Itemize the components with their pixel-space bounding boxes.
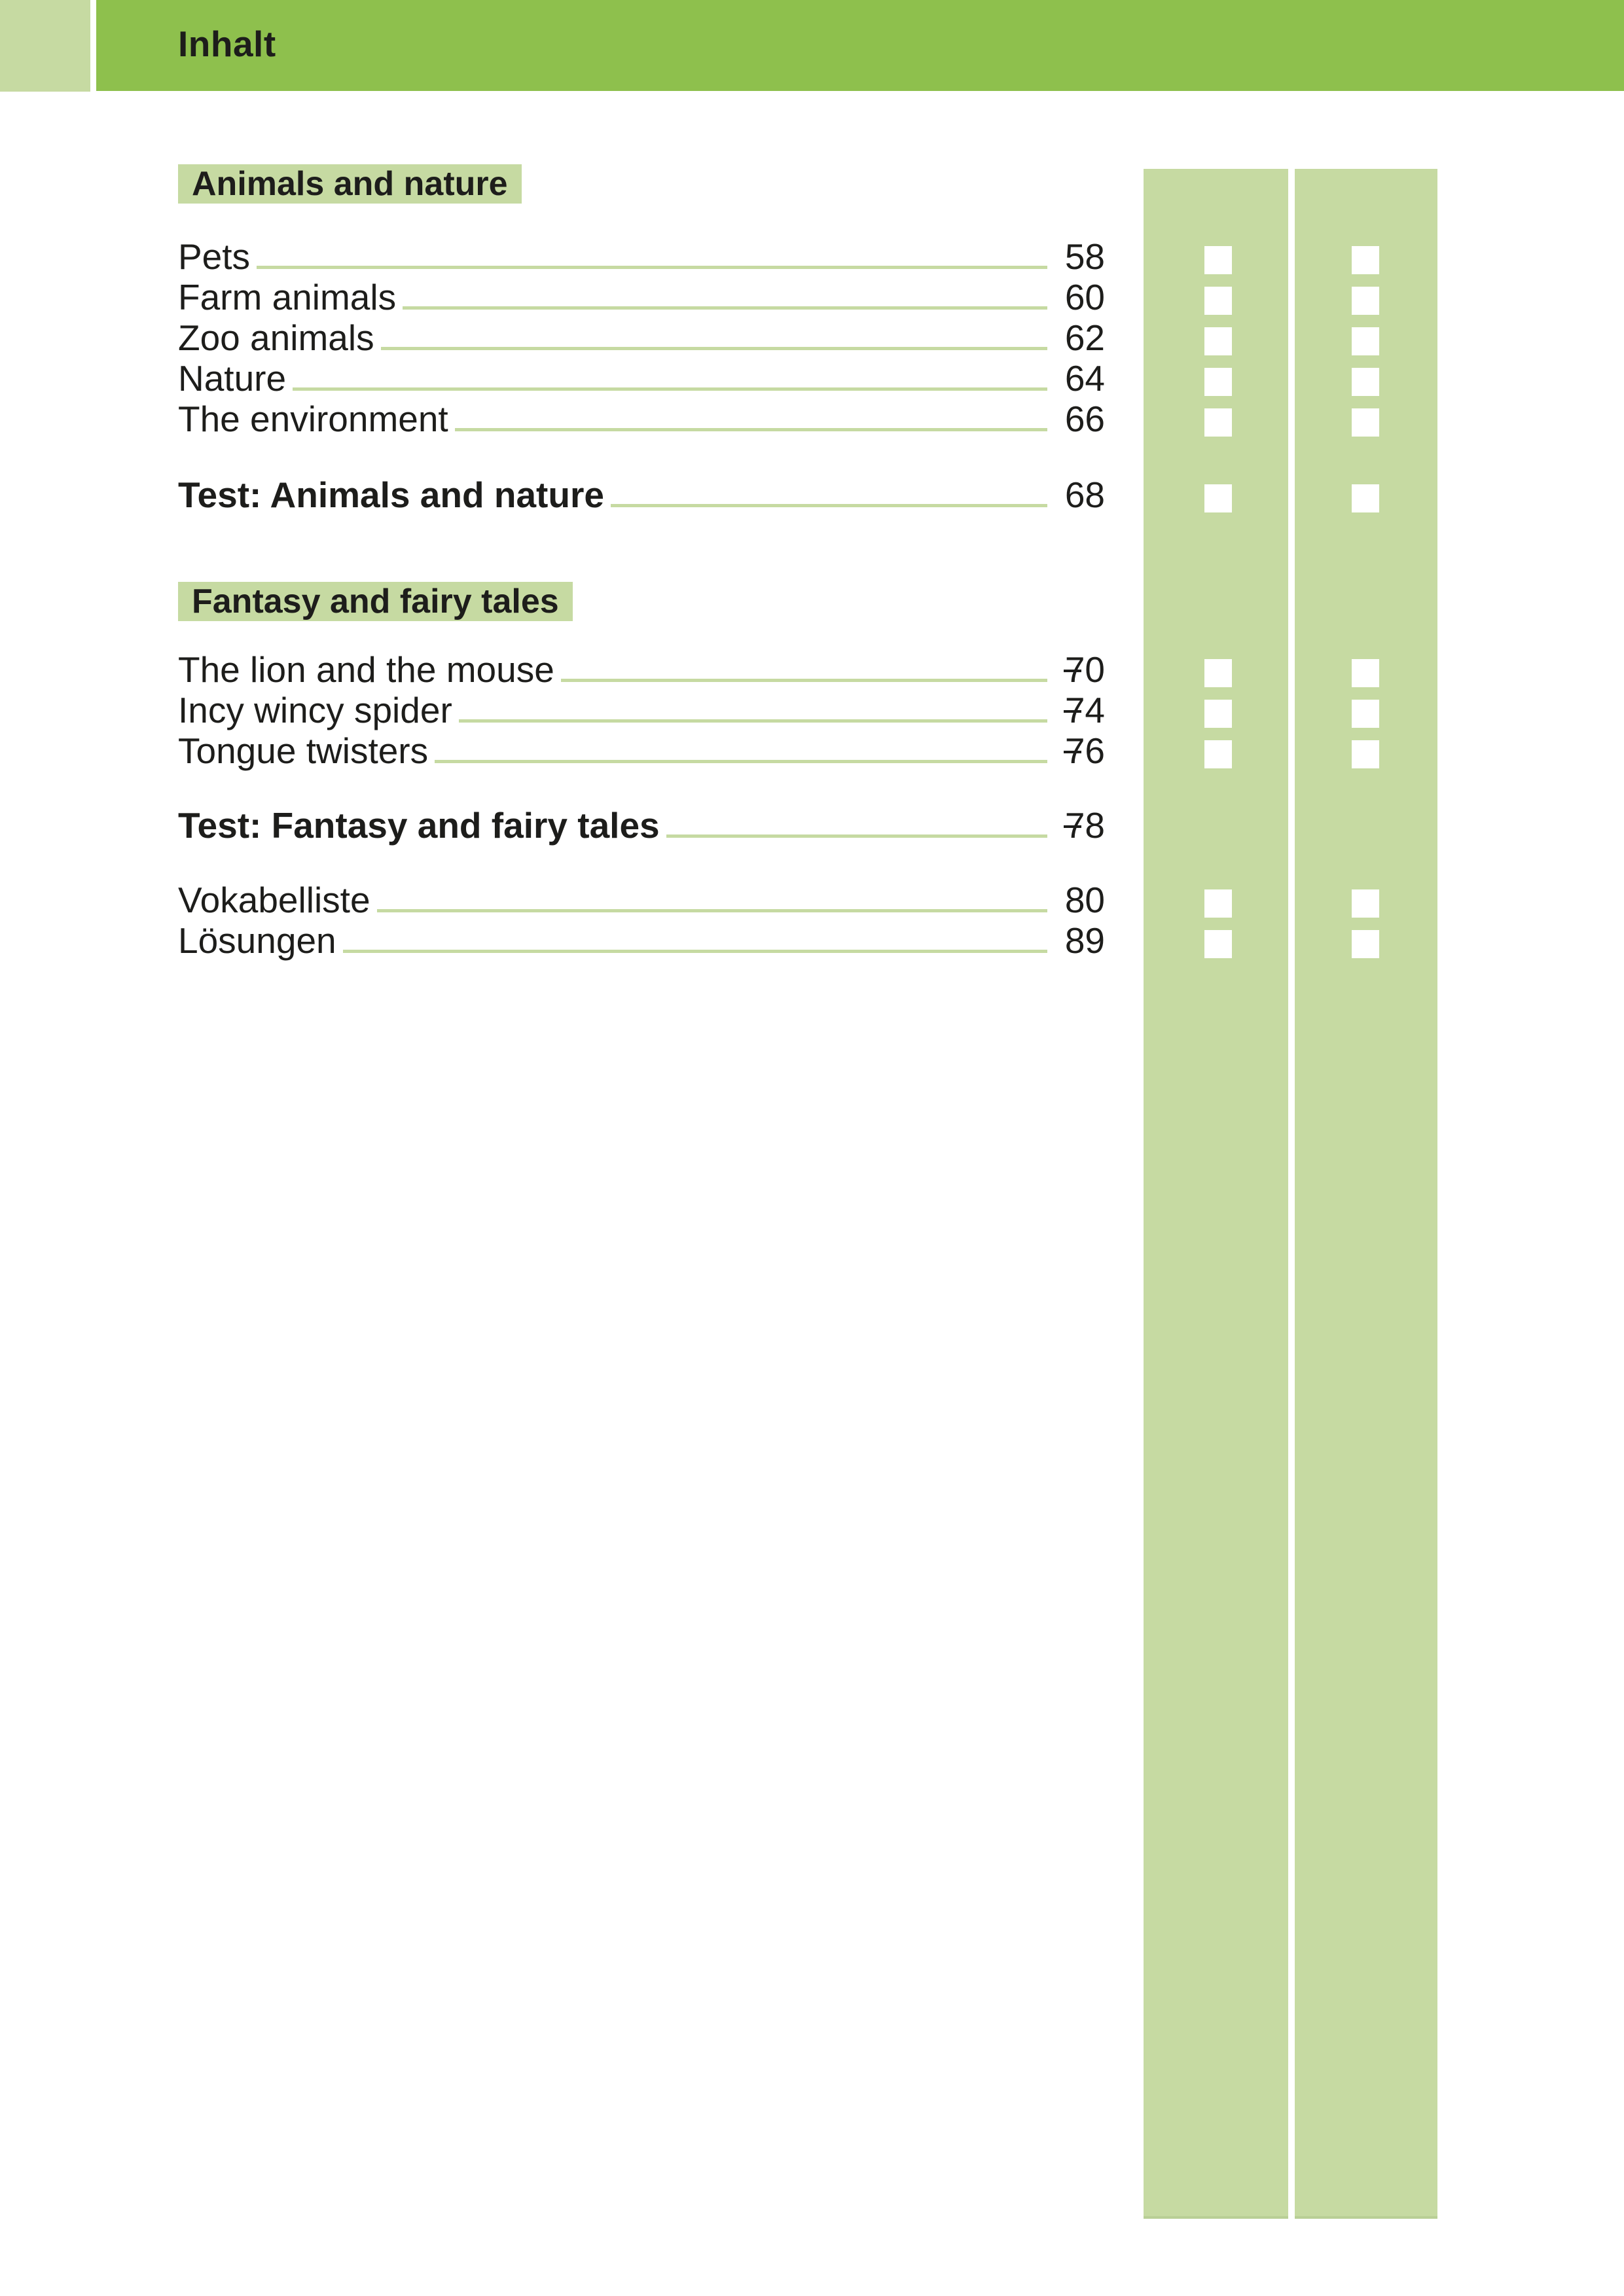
leader-line [376,909,1047,912]
checkbox [1204,327,1232,355]
header-bar: Inhalt [96,0,1624,91]
leader-line [458,719,1047,723]
page-number: 70 [1063,649,1105,690]
section-heading-animals-and-nature: Animals and nature [178,164,522,204]
toc-entry: Pets 58 [178,236,1379,277]
leader-line [435,760,1047,763]
toc-entry: Incy wincy spider 74 [178,690,1379,730]
checkbox [1352,246,1379,274]
entry-title: Farm animals [178,277,397,317]
page-number: 74 [1063,690,1105,730]
checkbox [1204,930,1232,958]
toc-entry: The lion and the mouse 70 [178,649,1379,690]
entry-title: The environment [178,399,448,439]
leader-line [403,306,1047,310]
entry-title: Test: Animals and nature [178,475,604,515]
leader-line [454,428,1047,431]
entry-title: The lion and the mouse [178,649,554,690]
crossed-seven-digit: 7 [1063,805,1085,846]
checkbox [1204,740,1232,768]
checkbox [1352,740,1379,768]
page-title: Inhalt [178,24,276,64]
entry-title: Tongue twisters [178,730,429,771]
toc-entry: Tongue twisters 76 [178,730,1379,771]
page-number: 66 [1064,399,1105,439]
entry-title: Incy wincy spider [178,690,452,730]
entry-title: Vokabelliste [178,880,370,920]
toc-entry: Zoo animals 62 [178,317,1379,358]
entry-title: Zoo animals [178,317,374,358]
toc-entry: Nature 64 [178,358,1379,399]
page-number: 64 [1064,358,1105,399]
checkbox [1204,368,1232,396]
leader-line [257,266,1047,269]
checkbox [1352,287,1379,315]
page-number: 89 [1064,920,1105,961]
toc-entry: Lösungen 89 [178,920,1379,961]
crossed-seven-digit: 7 [1063,730,1085,771]
checkbox [1204,408,1232,437]
crossed-seven-digit: 7 [1063,690,1085,730]
page-number: 68 [1064,475,1105,515]
toc-entry: Farm animals 60 [178,277,1379,317]
leader-line [342,950,1047,953]
entry-title: Pets [178,236,251,277]
checkbox [1352,930,1379,958]
leader-line [610,504,1047,507]
leader-line [293,387,1047,391]
entry-title: Nature [178,358,287,399]
leader-line [666,834,1047,838]
toc-entry-test: Test: Fantasy and fairy tales 78 [178,805,1105,846]
checkbox-column-left [1144,169,1288,2219]
checkbox [1352,889,1379,918]
page-number: 76 [1063,730,1105,771]
checkbox [1204,889,1232,918]
checkbox [1352,327,1379,355]
toc-entry-test: Test: Animals and nature 68 [178,475,1379,515]
page-number: 60 [1064,277,1105,317]
section-heading-fantasy-and-fairy-tales: Fantasy and fairy tales [178,582,573,621]
checkbox [1204,700,1232,728]
checkbox [1352,700,1379,728]
checkbox [1204,246,1232,274]
checkbox [1204,287,1232,315]
table-of-contents: Animals and nature Pets 58 Farm animals … [178,0,1379,961]
crossed-seven-digit: 7 [1063,649,1085,690]
leader-line [380,347,1047,350]
entry-title: Lösungen [178,920,336,961]
checkbox-column-right [1295,169,1437,2219]
checkbox [1204,659,1232,687]
checkbox [1352,484,1379,512]
checkbox [1204,484,1232,512]
toc-entry: The environment 66 [178,399,1379,439]
checkbox [1352,659,1379,687]
toc-entry: Vokabelliste 80 [178,880,1379,920]
page-number: 80 [1064,880,1105,920]
page-number: 78 [1063,805,1105,846]
leader-line [560,679,1047,682]
page-number: 62 [1064,317,1105,358]
checkbox [1352,368,1379,396]
page-number: 58 [1064,236,1105,277]
header-accent-square [0,0,90,92]
entry-title: Test: Fantasy and fairy tales [178,805,660,846]
checkbox [1352,408,1379,437]
